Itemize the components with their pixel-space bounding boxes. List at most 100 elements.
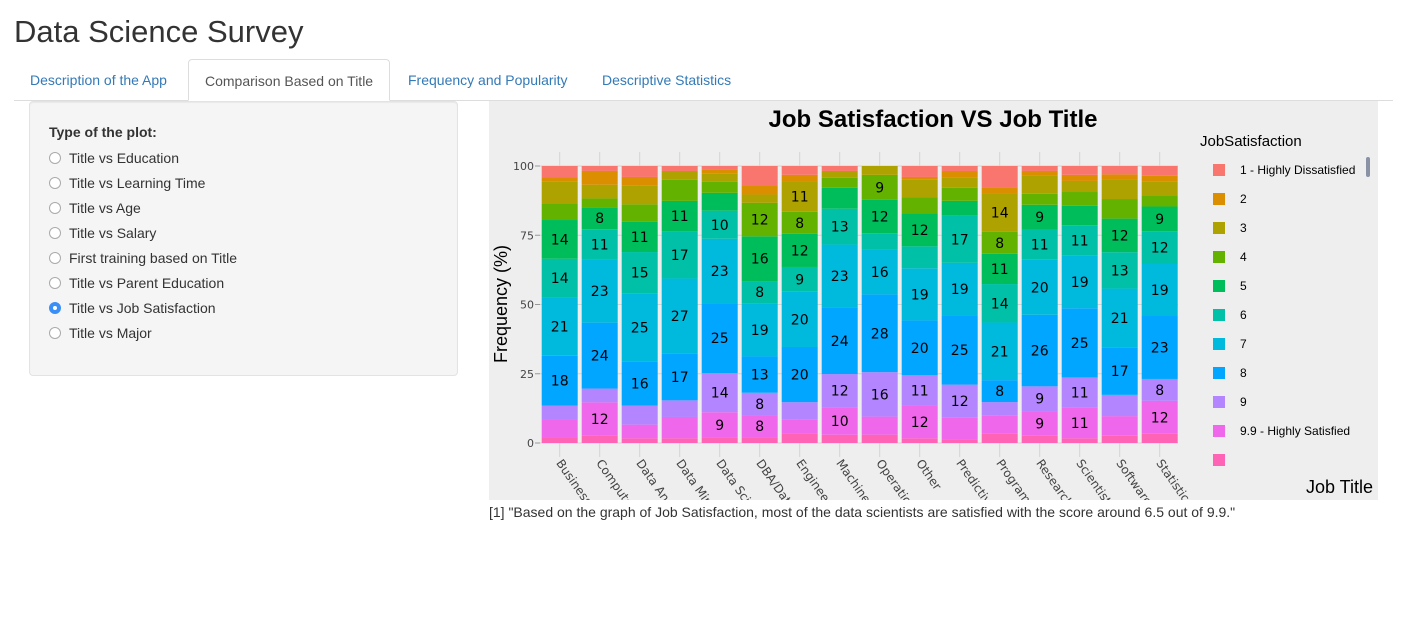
bar-segment[interactable] (861, 174, 898, 200)
tab-frequency[interactable]: Frequency and Popularity (408, 72, 568, 88)
bar-segment[interactable] (1061, 166, 1098, 175)
bar-segment[interactable] (541, 419, 578, 438)
radio-button[interactable] (49, 277, 61, 289)
radio-button[interactable] (49, 227, 61, 239)
legend-swatch[interactable] (1213, 164, 1225, 176)
radio-option[interactable]: Title vs Salary (49, 223, 156, 243)
bar-segment[interactable] (741, 281, 778, 304)
bar-segment[interactable] (781, 291, 818, 347)
bar-segment[interactable] (981, 284, 1018, 323)
radio-option[interactable]: Title vs Parent Education (49, 273, 224, 293)
bar-segment[interactable] (701, 192, 738, 211)
bar-segment[interactable] (541, 203, 578, 221)
bar-segment[interactable] (1021, 314, 1058, 387)
bar-segment[interactable] (621, 293, 658, 362)
bar-segment[interactable] (901, 166, 938, 177)
bar-segment[interactable] (1101, 435, 1138, 443)
bar-segment[interactable] (701, 210, 738, 239)
bar-segment[interactable] (701, 173, 738, 182)
bar-segment[interactable] (901, 268, 938, 321)
bar-segment[interactable] (621, 221, 658, 253)
bar-segment[interactable] (941, 439, 978, 443)
bar-segment[interactable] (781, 211, 818, 234)
radio-option[interactable]: Title vs Major (49, 323, 152, 343)
bar-segment[interactable] (701, 181, 738, 193)
bar-segment[interactable] (861, 294, 898, 373)
legend-swatch[interactable] (1213, 222, 1225, 234)
bar-segment[interactable] (701, 437, 738, 443)
bar-segment[interactable] (1101, 252, 1138, 289)
bar-segment[interactable] (941, 262, 978, 316)
legend-scrollbar[interactable] (1366, 157, 1370, 177)
bar-segment[interactable] (1061, 407, 1098, 439)
bar-segment[interactable] (941, 187, 978, 201)
bar-segment[interactable] (741, 194, 778, 203)
bar-segment[interactable] (1061, 180, 1098, 193)
bar-segment[interactable] (1141, 315, 1178, 379)
bar-segment[interactable] (581, 184, 618, 199)
bar-segment[interactable] (541, 405, 578, 420)
bar-segment[interactable] (661, 231, 698, 279)
bar-segment[interactable] (821, 187, 858, 209)
bar-segment[interactable] (901, 176, 938, 180)
bar-segment[interactable] (581, 259, 618, 323)
legend-item-label[interactable]: 4 (1240, 250, 1247, 264)
bar-segment[interactable] (1021, 386, 1058, 412)
bar-segment[interactable] (1061, 255, 1098, 309)
bar-segment[interactable] (861, 372, 898, 417)
bar-segment[interactable] (1021, 229, 1058, 260)
bar-segment[interactable] (861, 434, 898, 443)
bar-segment[interactable] (1021, 193, 1058, 205)
bar-segment[interactable] (661, 416, 698, 439)
bar-segment[interactable] (981, 402, 1018, 416)
bar-segment[interactable] (1101, 174, 1138, 180)
bar-segment[interactable] (901, 197, 938, 214)
legend-swatch[interactable] (1213, 454, 1225, 466)
bar-segment[interactable] (1141, 378, 1178, 401)
bar-segment[interactable] (901, 375, 938, 406)
bar-segment[interactable] (541, 166, 578, 178)
bar-segment[interactable] (781, 266, 818, 292)
tab-comparison[interactable]: Comparison Based on Title (188, 59, 391, 101)
legend-swatch[interactable] (1213, 280, 1225, 292)
legend-item-label[interactable]: 9 (1240, 395, 1247, 409)
bar-segment[interactable] (941, 170, 978, 178)
bar-segment[interactable] (941, 166, 978, 171)
bar-segment[interactable] (661, 166, 698, 171)
bar-segment[interactable] (541, 258, 578, 298)
bar-segment[interactable] (901, 213, 938, 247)
radio-button[interactable] (49, 252, 61, 264)
bar-segment[interactable] (621, 438, 658, 443)
bar-segment[interactable] (741, 185, 778, 195)
bar-segment[interactable] (701, 238, 738, 304)
bar-segment[interactable] (861, 249, 898, 295)
bar-segment[interactable] (1021, 170, 1058, 176)
bar-segment[interactable] (981, 187, 1018, 194)
bar-segment[interactable] (661, 200, 698, 232)
bar-segment[interactable] (621, 405, 658, 425)
bar-segment[interactable] (821, 434, 858, 443)
bar-segment[interactable] (741, 236, 778, 282)
bar-segment[interactable] (781, 233, 818, 267)
bar-segment[interactable] (1141, 181, 1178, 196)
bar-segment[interactable] (1021, 411, 1058, 436)
bar-segment[interactable] (581, 229, 618, 260)
bar-segment[interactable] (981, 322, 1018, 381)
bar-segment[interactable] (741, 303, 778, 357)
bar-segment[interactable] (941, 417, 978, 440)
bar-segment[interactable] (781, 346, 818, 403)
legend-item-label[interactable]: 5 (1240, 279, 1247, 293)
bar-segment[interactable] (901, 246, 938, 269)
bar-segment[interactable] (1021, 204, 1058, 230)
bar-segment[interactable] (581, 170, 618, 185)
bar-segment[interactable] (1101, 218, 1138, 253)
bar-segment[interactable] (1101, 179, 1138, 200)
bar-segment[interactable] (1141, 175, 1178, 182)
bar-segment[interactable] (741, 202, 778, 237)
bar-segment[interactable] (1141, 206, 1178, 232)
bar-segment[interactable] (901, 438, 938, 443)
bar-segment[interactable] (1021, 435, 1058, 443)
bar-segment[interactable] (781, 166, 818, 175)
legend-item-label[interactable]: 9.9 - Highly Satisfied (1240, 424, 1350, 438)
bar-segment[interactable] (541, 297, 578, 356)
